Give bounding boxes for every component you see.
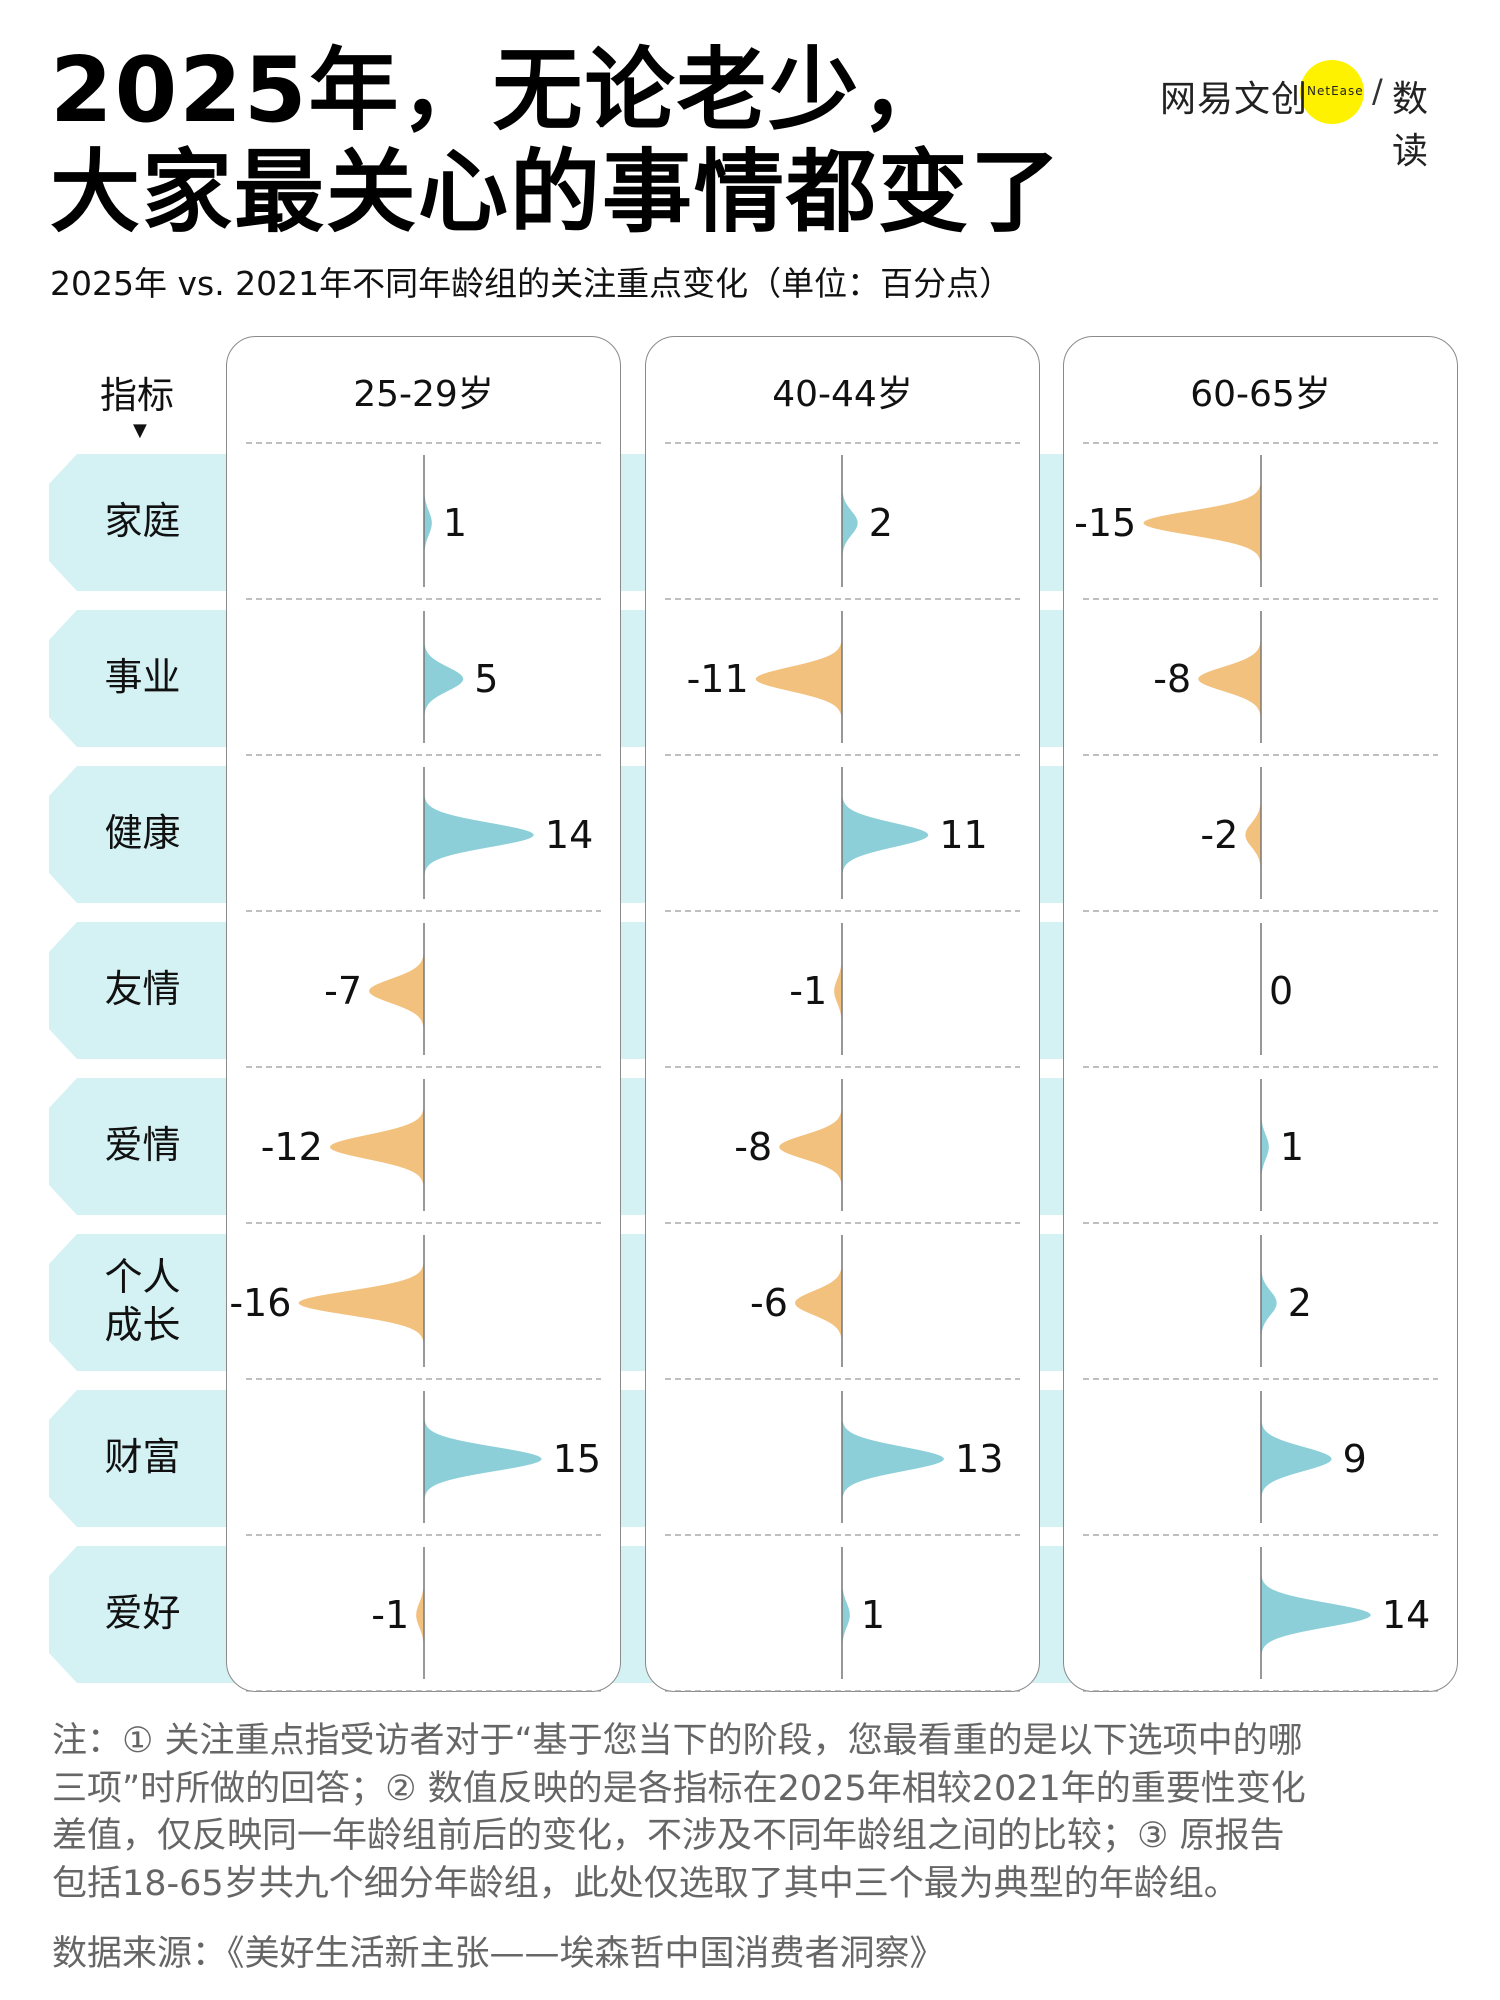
row-label-line: 爱好 [104,1591,181,1635]
positive-bump [1261,1560,1371,1670]
value-label: -15 [1074,501,1136,545]
positive-bump [842,1404,944,1514]
value-label: -1 [789,969,827,1013]
row-label: 财富 [70,1433,215,1481]
negative-bump [298,1248,424,1358]
footnotes: 注：① 关注重点指受访者对于“基于您当下的阶段，您最看重的是以下选项中的哪 三项… [52,1718,1306,1908]
value-label: 2 [869,501,893,545]
negative-bump [369,936,424,1046]
positive-bump [424,780,534,890]
positive-bump [842,780,929,890]
row-label-line: 个人 [104,1255,181,1299]
value-label: 1 [861,1593,885,1637]
title-line-2: 大家最关心的事情都变了 [50,140,1062,245]
row-label: 爱情 [70,1121,215,1169]
negative-bump [330,1092,424,1202]
negative-bump [795,1248,842,1358]
note-line: 三项”时所做的回答；② 数值反映的是各指标在2025年相较2021年的重要性变化 [52,1768,1306,1809]
value-label: 13 [955,1437,1003,1481]
positive-bump [424,1404,542,1514]
negative-bump [755,624,842,734]
value-label: -11 [687,657,749,701]
row-label-line: 爱情 [104,1123,181,1167]
logo-brand-en: NetEase [1307,84,1364,98]
negative-bump [834,936,842,1046]
data-source: 数据来源：《美好生活新主张——埃森哲中国消费者洞察》 [52,1934,945,1974]
value-label: -12 [261,1125,323,1169]
value-label: 5 [474,657,498,701]
value-label: -8 [734,1125,772,1169]
title-line-1: 2025年，无论老少， [50,38,953,143]
negative-bump [1198,624,1261,734]
value-label: -16 [229,1281,291,1325]
positive-bump [1261,1404,1332,1514]
value-label: -2 [1200,813,1238,857]
value-label: -6 [750,1281,788,1325]
row-label: 友情 [70,965,215,1013]
positive-bump [424,468,432,578]
value-label: 14 [1382,1593,1430,1637]
positive-bump [1261,1092,1269,1202]
brand-logo: 网易文创 NetEase / 数读 [1160,60,1460,172]
positive-bump [842,1560,850,1670]
logo-column: 数读 [1392,79,1429,172]
negative-bump [416,1560,424,1670]
negative-bump [1245,780,1261,890]
note-line: 包括18-65岁共九个细分年龄组，此处仅选取了其中三个最为典型的年龄组。 [52,1863,1239,1904]
note-line: 注：① 关注重点指受访者对于“基于您当下的阶段，您最看重的是以下选项中的哪 [52,1721,1303,1761]
value-label: 14 [545,813,593,857]
row-label-line: 健康 [104,811,181,855]
row-header: 指标 [100,374,174,417]
value-label: 1 [1280,1125,1304,1169]
value-label: 11 [939,813,987,857]
logo-brand: 网易文创 [1160,79,1309,120]
value-label: 1 [443,501,467,545]
positive-bump [1261,1248,1277,1358]
logo-yellow-circle [1300,60,1364,124]
row-label: 事业 [70,653,215,701]
logo-slash: / [1372,72,1383,110]
age-group-header: 25-29岁 [353,374,494,415]
sort-triangle-icon: ▼ [133,420,147,441]
row-label: 个人 成长 [70,1253,215,1349]
negative-bump [779,1092,842,1202]
row-label: 健康 [70,809,215,857]
page-title: 2025年，无论老少， 大家最关心的事情都变了 [50,40,1062,244]
row-label: 家庭 [70,497,215,545]
chart-subtitle: 2025年 vs. 2021年不同年龄组的关注重点变化（单位：百分点） [50,264,1013,303]
age-group-header: 60-65岁 [1190,374,1331,415]
value-label: 9 [1343,1437,1367,1481]
note-line: 差值，仅反映同一年龄组前后的变化，不涉及不同年龄组之间的比较；③ 原报告 [52,1816,1285,1856]
value-label: -7 [324,969,362,1013]
positive-bump [842,468,858,578]
row-label-line: 事业 [104,655,181,699]
value-label: -1 [371,1593,409,1637]
value-label: 15 [553,1437,601,1481]
row-label: 爱好 [70,1589,215,1637]
positive-bump [424,624,464,734]
value-label: 2 [1288,1281,1312,1325]
negative-bump [1143,468,1261,578]
age-group-header: 40-44岁 [772,374,913,415]
row-label-line: 家庭 [104,499,181,543]
value-label: 0 [1269,969,1293,1013]
row-label-line: 友情 [104,967,181,1011]
row-label-line: 成长 [104,1303,181,1347]
row-label-line: 财富 [104,1435,181,1479]
value-label: -8 [1153,657,1191,701]
